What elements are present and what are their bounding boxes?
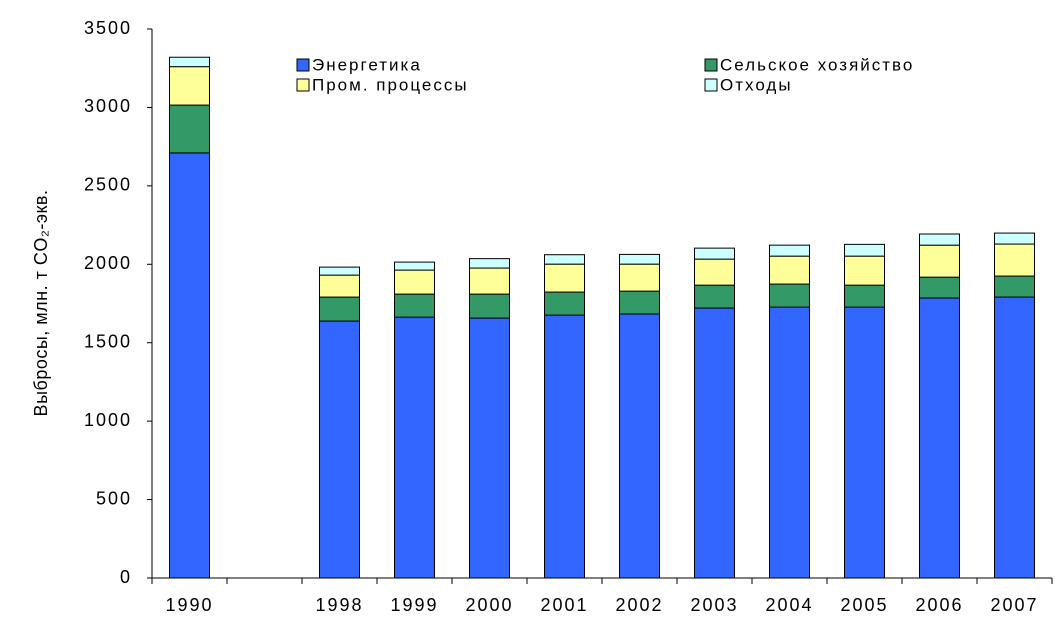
bar-segment	[994, 296, 1035, 579]
bar-segment	[994, 232, 1035, 245]
bar-segment	[694, 284, 735, 309]
bar-segment	[469, 267, 510, 295]
x-tick-label: 1998	[315, 595, 363, 615]
x-tick-label: 2000	[465, 595, 513, 615]
legend-swatch	[296, 78, 310, 92]
bar-segment	[169, 66, 210, 106]
y-tick-label: 3500	[84, 18, 132, 38]
bar-segment	[319, 296, 360, 322]
bar-segment	[994, 243, 1035, 277]
bar-segment	[319, 266, 360, 276]
x-tick-label: 1990	[165, 595, 213, 615]
bar-segment	[169, 104, 210, 154]
bar-segment	[994, 275, 1035, 298]
x-tick-label: 1999	[390, 595, 438, 615]
legend-swatch	[704, 58, 718, 72]
x-tick-label: 2002	[615, 595, 663, 615]
bar-segment	[394, 316, 435, 579]
y-tick-label: 1500	[84, 331, 132, 351]
bar-segment	[544, 263, 585, 293]
bar-segment	[394, 293, 435, 318]
bar-segment	[394, 261, 435, 271]
bar-segment	[544, 254, 585, 265]
y-tick-label: 2000	[84, 253, 132, 273]
bar-segment	[619, 253, 660, 265]
x-tick-label: 2007	[990, 595, 1038, 615]
bar-segment	[769, 244, 810, 257]
y-axis-label: Выбросы, млн. т CO₂-экв.	[31, 190, 51, 417]
y-tick-label: 500	[96, 488, 132, 508]
bar-segment	[319, 274, 360, 298]
bar-segment	[919, 233, 960, 246]
x-tick-label: 2004	[765, 595, 813, 615]
bar-segment	[694, 247, 735, 260]
x-tick-label: 2006	[915, 595, 963, 615]
legend-label: Отходы	[720, 75, 793, 94]
bar-segment	[619, 263, 660, 292]
y-tick-label: 2500	[84, 175, 132, 195]
bar-segment	[694, 258, 735, 286]
legend-label: Сельское хозяйство	[720, 55, 914, 74]
legend-swatch	[296, 58, 310, 72]
bar-segment	[769, 306, 810, 579]
bar-segment	[844, 284, 885, 308]
bar-segment	[469, 258, 510, 269]
bar-segment	[919, 276, 960, 299]
legend-label: Пром. процессы	[312, 75, 469, 94]
bar-segment	[619, 290, 660, 315]
bar-segment	[919, 244, 960, 278]
bar-segment	[844, 306, 885, 579]
bar-segment	[619, 313, 660, 579]
legend-swatch	[704, 78, 718, 92]
bar-segment	[844, 255, 885, 286]
bar-segment	[169, 56, 210, 68]
x-tick-label: 2001	[540, 595, 588, 615]
bar-segment	[469, 317, 510, 579]
y-tick-label: 0	[120, 567, 132, 587]
x-tick-label: 2003	[690, 595, 738, 615]
y-tick-label: 1000	[84, 410, 132, 430]
bar-segment	[394, 269, 435, 295]
bar-segment	[769, 255, 810, 285]
bar-segment	[694, 307, 735, 579]
bar-segment	[469, 293, 510, 319]
bar-segment	[769, 283, 810, 308]
bar-segment	[919, 297, 960, 579]
bar-segment	[544, 314, 585, 579]
bar-segment	[844, 243, 885, 257]
bar-segment	[319, 320, 360, 579]
bar-segment	[544, 291, 585, 316]
x-tick-label: 2005	[840, 595, 888, 615]
legend-label: Энергетика	[312, 55, 422, 74]
y-tick-label: 3000	[84, 96, 132, 116]
bar-segment	[169, 152, 210, 579]
